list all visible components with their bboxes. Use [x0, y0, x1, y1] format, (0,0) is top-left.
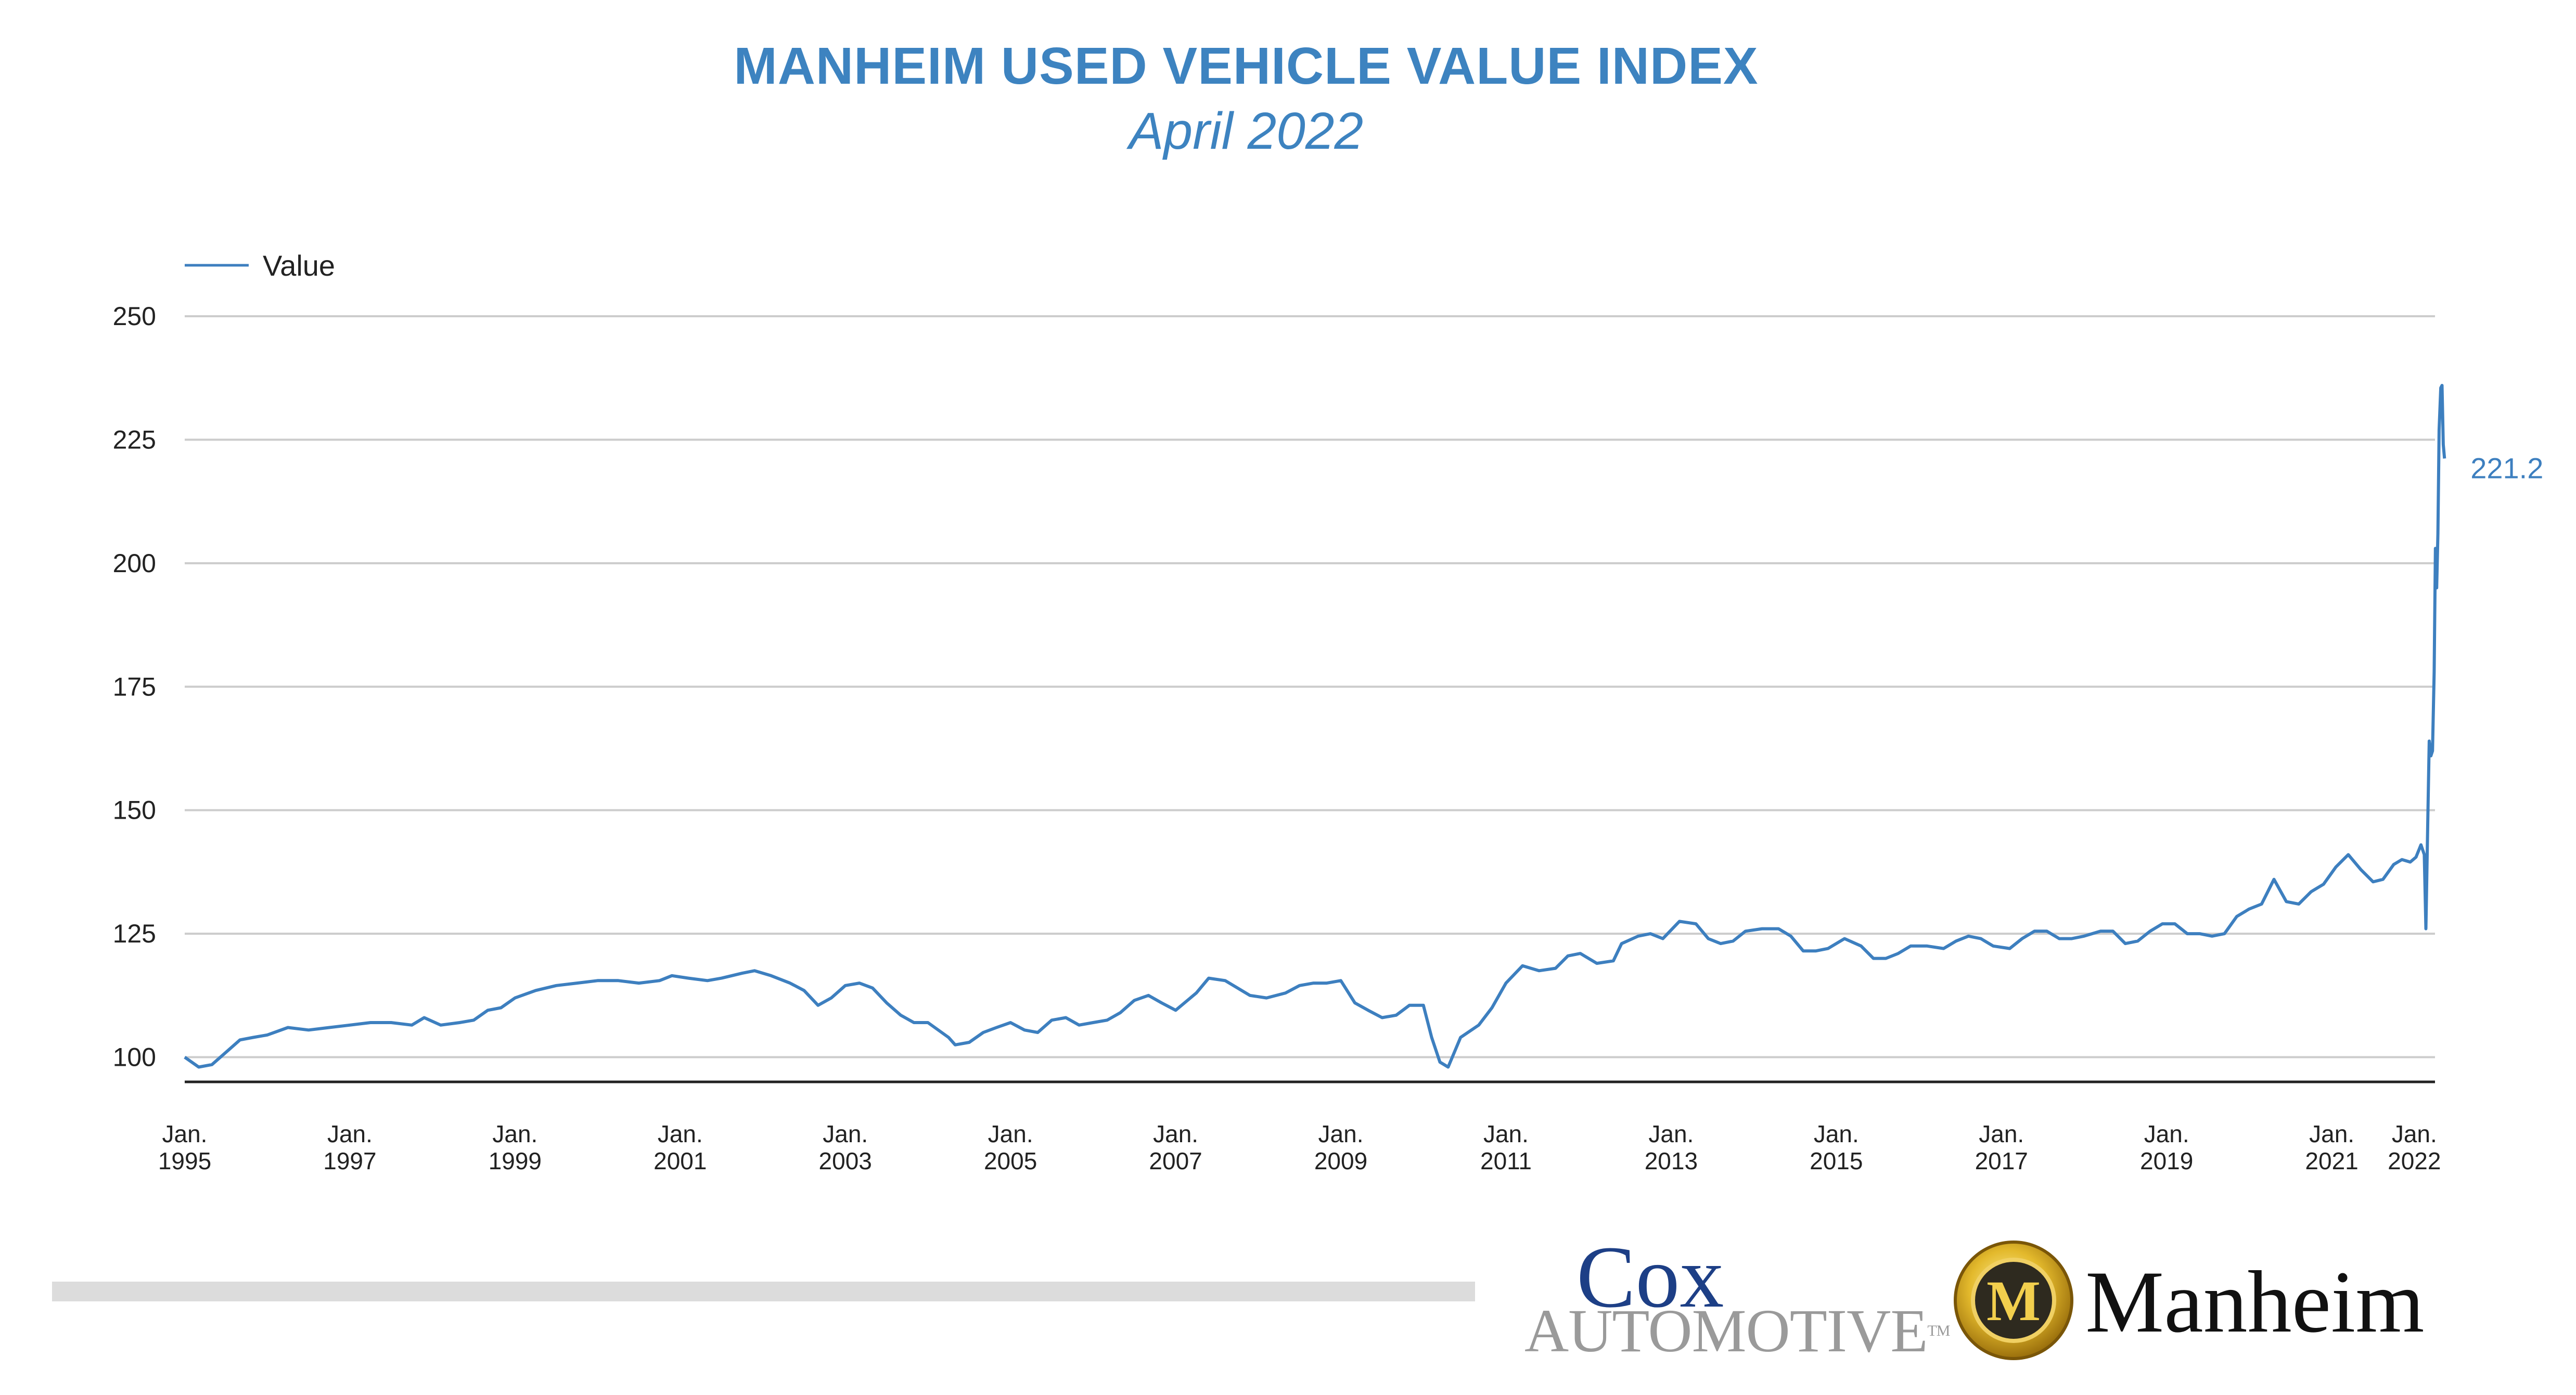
x-tick-label-month: Jan.	[988, 1120, 1033, 1147]
x-tick-label-month: Jan.	[823, 1120, 868, 1147]
grid-lines	[185, 315, 2435, 1058]
series-end-label: 221.2	[2470, 452, 2543, 485]
x-tick-label-year: 2003	[819, 1147, 872, 1174]
x-tick-label-month: Jan.	[658, 1120, 703, 1147]
x-tick-label-month: Jan.	[2309, 1120, 2354, 1147]
x-tick-label-year: 2009	[1314, 1147, 1367, 1174]
y-tick-label: 100	[113, 1043, 156, 1072]
legend: Value	[185, 249, 335, 282]
manheim-logo: M Manheim	[1951, 1238, 2471, 1368]
chart-title: MANHEIM USED VEHICLE VALUE INDEX	[734, 37, 1759, 95]
x-tick-label-month: Jan.	[1814, 1120, 1859, 1147]
x-tick-label-month: Jan.	[162, 1120, 208, 1147]
footer-bar	[52, 1282, 1475, 1301]
x-tick-label-month: Jan.	[1979, 1120, 2024, 1147]
series-line-value	[184, 384, 2446, 1069]
x-tick-label-month: Jan.	[1153, 1120, 1198, 1147]
x-tick-label-month: Jan.	[2144, 1120, 2189, 1147]
y-tick-label: 125	[113, 919, 156, 948]
legend-label-value: Value	[263, 249, 335, 282]
manheim-logo-word: Manheim	[2085, 1253, 2425, 1351]
x-tick-label-year: 2022	[2388, 1147, 2441, 1174]
x-tick-label-year: 1997	[323, 1147, 376, 1174]
y-tick-label: 150	[113, 796, 156, 825]
x-tick-label-month: Jan.	[1318, 1120, 1364, 1147]
x-tick-label-year: 2021	[2305, 1147, 2358, 1174]
cox-logo-automotive: AUTOMOTIVETM	[1524, 1297, 1950, 1365]
y-tick-label: 200	[113, 549, 156, 578]
x-tick-label-month: Jan.	[1483, 1120, 1529, 1147]
x-tick-label-year: 2007	[1149, 1147, 1202, 1174]
x-tick-label-month: Jan.	[1648, 1120, 1694, 1147]
x-axis-ticks: Jan.1995Jan.1997Jan.1999Jan.2001Jan.2003…	[158, 1120, 2441, 1174]
x-tick-label-year: 2005	[984, 1147, 1037, 1174]
x-tick-label-year: 1999	[489, 1147, 542, 1174]
svg-text:M: M	[1987, 1269, 2041, 1333]
y-tick-label: 175	[113, 672, 156, 701]
x-tick-label-month: Jan.	[327, 1120, 373, 1147]
y-axis-ticks: 100 125 150 175 200 225 250	[113, 302, 156, 1072]
cox-logo-word: Cox	[1577, 1228, 1724, 1326]
x-tick-label-month: Jan.	[2392, 1120, 2437, 1147]
x-tick-label-year: 2013	[1645, 1147, 1698, 1174]
x-tick-label-year: 2015	[1810, 1147, 1863, 1174]
y-tick-label: 250	[113, 302, 156, 331]
x-tick-label-year: 2019	[2140, 1147, 2193, 1174]
x-tick-label-year: 1995	[158, 1147, 211, 1174]
x-tick-label-month: Jan.	[492, 1120, 537, 1147]
y-tick-label: 225	[113, 425, 156, 454]
chart-subtitle: April 2022	[1129, 102, 1364, 160]
manheim-emblem-icon: M	[1954, 1241, 2073, 1360]
x-tick-label-year: 2001	[653, 1147, 707, 1174]
cox-automotive-logo: Cox AUTOMOTIVETM	[1524, 1228, 1950, 1368]
x-tick-label-year: 2011	[1480, 1147, 1532, 1174]
x-tick-label-year: 2017	[1975, 1147, 2028, 1174]
